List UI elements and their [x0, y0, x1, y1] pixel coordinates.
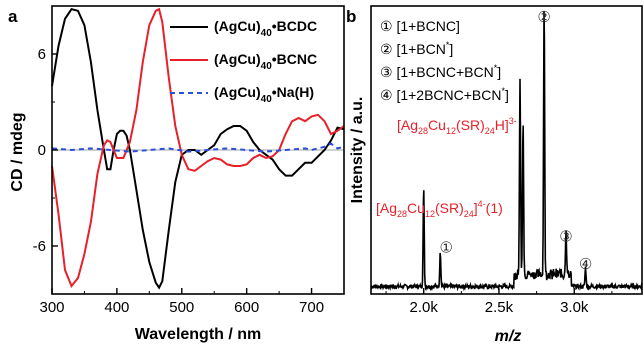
peak-marker-1: ①	[440, 239, 453, 256]
panel-a-xlabel: Wavelength / nm	[135, 326, 262, 343]
y-tick-label: 0	[38, 142, 46, 159]
legend-entry-3: (AgCu)40•Na(H)	[214, 84, 314, 105]
peak-marker-4: ④	[579, 256, 592, 273]
species-label-2: [Ag28Cu12(SR)24]4-(1)	[376, 199, 503, 219]
species-label-1: [Ag28Cu12(SR)24H]3-	[397, 116, 517, 136]
x-tick-label: 400	[104, 299, 129, 316]
x-tick-label: 2.0k	[410, 299, 439, 316]
y-tick-label: -6	[33, 238, 46, 255]
ms-legend-entry-3: ③ [1+BCNC+BCN*]	[380, 63, 501, 80]
x-tick-label: 300	[39, 299, 64, 316]
mass-spectrum-line	[370, 11, 643, 292]
panel-b-ylabel: Intensity / a.u.	[349, 97, 366, 204]
peak-marker-3: ③	[559, 228, 572, 245]
panel-a: a 300 400 500 600 700 -6 0 6 Wavelength / nm CD…	[8, 5, 345, 343]
x-tick-label: 700	[299, 299, 324, 316]
panel-b-xlabel: m/z	[495, 328, 522, 345]
y-tick-label: 6	[38, 46, 46, 63]
panel-letter-a: a	[8, 7, 18, 26]
panel-letter-b: b	[346, 7, 356, 26]
legend-entry-1: (AgCu)40•BCDC	[214, 18, 317, 39]
panel-b-axes-frame	[370, 5, 643, 295]
peak-marker-2: ②	[537, 9, 550, 26]
panel-b: b 2.0k 2.5k 3.0k Intensity / a.u. m/z ① [1…	[346, 5, 643, 345]
panel-a-ylabel: CD / mdeg	[9, 112, 26, 191]
ms-legend-entry-2: ② [1+BCN*]	[380, 40, 453, 57]
x-tick-label: 2.5k	[485, 299, 514, 316]
x-tick-label: 500	[169, 299, 194, 316]
x-tick-label: 3.0k	[560, 299, 589, 316]
cd-series-line-2	[51, 7, 345, 288]
legend-entry-2: (AgCu)40•BCNC	[214, 51, 317, 72]
ms-legend-entry-1: ① [1+BCNC]	[380, 18, 460, 34]
ms-legend-entry-4: ④ [1+2BCNC+BCN*]	[380, 86, 509, 103]
cd-series-line-3	[51, 142, 345, 153]
x-tick-label: 600	[234, 299, 259, 316]
